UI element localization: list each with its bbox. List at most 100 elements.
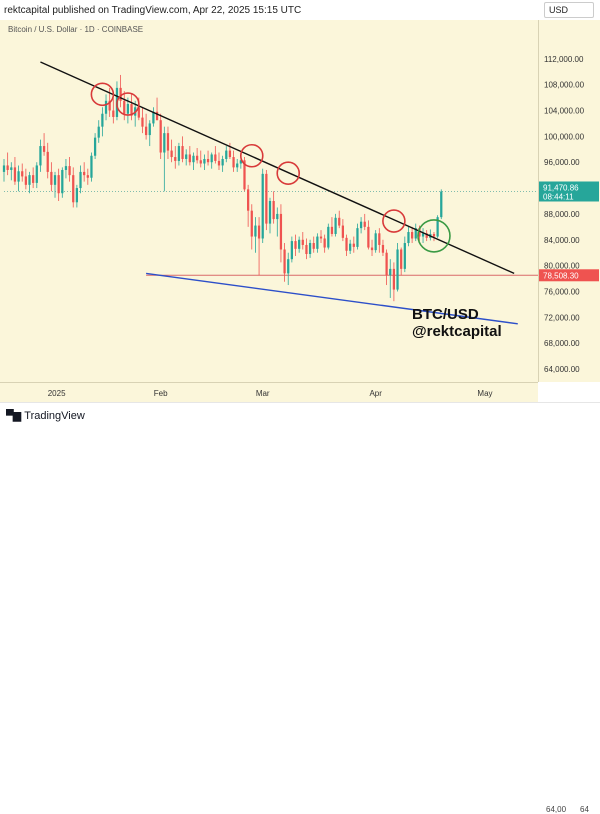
currency-label: USD: [544, 2, 594, 18]
candle-body: [17, 171, 20, 182]
candle-body: [174, 157, 177, 161]
candle-body: [283, 249, 286, 274]
candle-body: [163, 133, 166, 153]
tradingview-logo[interactable]: ▀▆ TradingView: [6, 409, 85, 423]
candle-body: [21, 171, 24, 177]
publish-text: rektcapital published on TradingView.com…: [4, 4, 302, 16]
x-tick-label: Mar: [256, 389, 270, 398]
candle-body: [152, 111, 155, 124]
support-line: [146, 272, 518, 325]
candle-body: [327, 226, 330, 248]
candle-body: [250, 210, 253, 237]
candle-body: [24, 176, 27, 185]
candle-body: [148, 123, 151, 136]
candle-body: [39, 146, 42, 166]
time-axis[interactable]: [0, 382, 538, 402]
candle-body: [247, 189, 250, 211]
candle-body: [421, 233, 425, 237]
candle-body: [177, 146, 181, 161]
candle-body: [72, 175, 75, 203]
y-tick-label: 76,000.00: [544, 288, 580, 297]
candle-body: [104, 100, 108, 114]
watermark-line1: BTC/USD: [412, 306, 479, 323]
candle-body: [123, 100, 126, 114]
candle-body: [279, 213, 283, 250]
candle-body: [97, 126, 100, 138]
candle-body: [268, 201, 272, 224]
candle-body: [261, 173, 264, 239]
candle-body: [203, 158, 206, 164]
candle-body: [414, 228, 417, 239]
candle-body: [374, 233, 377, 251]
candle-body: [298, 239, 301, 249]
publish-header: rektcapital published on TradingView.com…: [0, 0, 600, 20]
candle-body: [323, 238, 326, 248]
candle-body: [410, 232, 414, 239]
candle-body: [432, 233, 436, 237]
candle-body: [144, 126, 148, 136]
candle-body: [159, 120, 162, 153]
y-tick-label: 88,000.00: [544, 210, 580, 219]
candle-body: [170, 150, 173, 158]
x-tick-label: Apr: [369, 389, 382, 398]
descending-trendline: [40, 61, 515, 275]
candle-body: [334, 217, 337, 234]
candle-body: [418, 228, 421, 237]
candle-body: [349, 243, 352, 251]
candle-body: [425, 233, 428, 238]
candle-body: [126, 104, 130, 114]
candle-body: [232, 157, 235, 168]
candle-body: [305, 244, 308, 255]
candle-body: [50, 171, 53, 185]
candle-body: [119, 87, 122, 101]
candle-body: [64, 166, 68, 170]
candle-body: [166, 133, 170, 151]
candle-body: [381, 244, 385, 253]
breakout-circle: [417, 219, 451, 253]
candle-body: [287, 259, 290, 274]
candle-body: [239, 160, 242, 164]
rejection-circle: [239, 143, 264, 168]
candle-body: [436, 217, 439, 237]
candle-body: [440, 191, 443, 218]
candle-body: [272, 201, 275, 220]
candle-body: [341, 225, 345, 238]
rejection-circle: [90, 82, 115, 107]
candle-body: [330, 226, 334, 234]
y-tick-label: 64,000.00: [544, 365, 580, 374]
candle-body: [86, 175, 89, 178]
y-tick-label: 108,000.00: [544, 81, 585, 90]
candle-body: [359, 221, 363, 229]
candle-body: [83, 171, 86, 176]
candle-body: [195, 155, 199, 161]
candle-body: [312, 243, 315, 249]
level-price-label: 78,508.30: [543, 271, 579, 280]
tradingview-brand: TradingView: [24, 409, 85, 422]
candle-body: [141, 117, 144, 127]
candle-body: [217, 160, 221, 166]
candle-body: [316, 236, 319, 249]
candle-body: [6, 165, 9, 170]
candle-body: [90, 155, 93, 178]
candle-body: [301, 239, 304, 245]
candle-body: [225, 150, 228, 159]
candle-body: [192, 155, 195, 163]
candle-body: [389, 268, 392, 276]
bottom-tick-b: 64: [580, 805, 589, 814]
countdown-label: 08:44:11: [543, 192, 574, 201]
candle-body: [10, 167, 13, 170]
candle-body: [228, 150, 232, 158]
candle-body: [75, 188, 79, 203]
candle-body: [130, 104, 133, 116]
candle-body: [363, 221, 366, 227]
candle-body: [101, 113, 104, 127]
rejection-circle: [116, 92, 140, 116]
candle-body: [35, 165, 38, 183]
candle-body: [236, 163, 239, 168]
candle-body: [32, 175, 35, 183]
candle-body: [112, 110, 115, 117]
candle-body: [367, 226, 370, 248]
candlestick-chart: 64,000.00 68,000.00 72,000.00 76,000.00 80,0…: [2, 55, 599, 398]
candle-body: [46, 151, 49, 172]
